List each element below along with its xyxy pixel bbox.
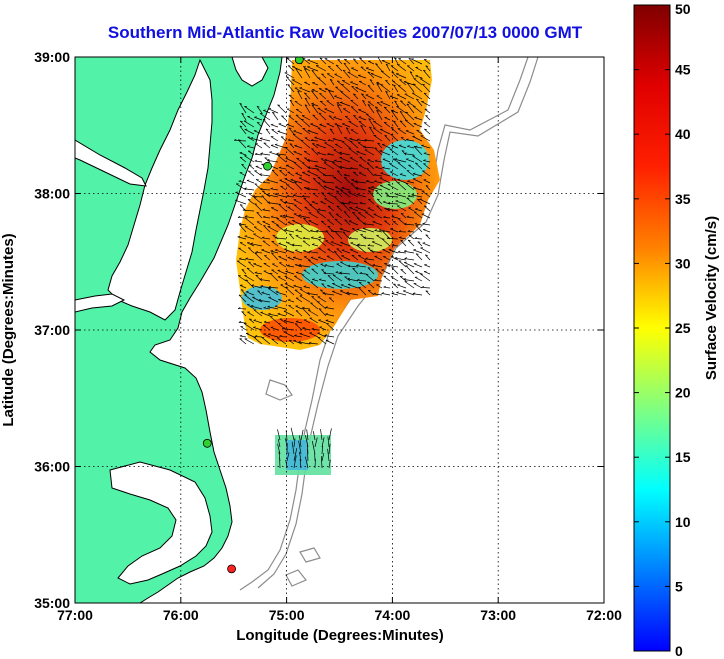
radar-station-marker — [294, 57, 304, 65]
colorbar-tick-label: 25 — [675, 320, 691, 336]
potomac-river — [75, 139, 147, 187]
delaware-bay — [231, 57, 269, 87]
colorbar-tick-label: 50 — [675, 1, 691, 17]
colorbar-tick-label: 0 — [675, 643, 683, 659]
map-title: Southern Mid-Atlantic Raw Velocities 200… — [108, 23, 583, 42]
radar-station-marker — [202, 438, 212, 448]
colorbar-label: Surface Velocity (cm/s) — [703, 216, 720, 380]
x-tick-label: 75:00 — [269, 607, 305, 623]
radar-station-marker — [227, 564, 236, 574]
colorbar-tick-label: 5 — [675, 578, 683, 594]
chesapeake-bay — [107, 58, 213, 321]
radar-station-marker — [263, 161, 272, 171]
velocity-vectors — [233, 57, 431, 469]
colorbar-tick-label: 15 — [675, 449, 691, 465]
y-tick-label: 39:00 — [34, 49, 70, 65]
y-tick-label: 37:00 — [34, 322, 70, 338]
colorbar-tick-label: 45 — [675, 62, 691, 78]
x-tick-label: 72:00 — [586, 607, 622, 623]
y-tick-label: 35:00 — [34, 595, 70, 611]
x-tick-label: 76:00 — [163, 607, 199, 623]
colorbar: 0 5 10 15 20 25 30 35 40 45 50 Surface Velocity (c… — [633, 1, 720, 659]
colorbar-tick-label: 30 — [675, 255, 691, 271]
colorbar-tick-label: 10 — [675, 514, 691, 530]
colorbar-tick-label: 35 — [675, 191, 691, 207]
y-tick-label: 36:00 — [34, 459, 70, 475]
radar-stations — [202, 57, 304, 574]
colorbar-tick-label: 20 — [675, 385, 691, 401]
colorbar-tick-label: 40 — [675, 126, 691, 142]
pamlico-sound — [109, 461, 213, 585]
x-tick-label: 77:00 — [57, 607, 93, 623]
plot-area: 77:00 76:00 75:00 74:00 73:00 72:00 39:00 38:00… — [34, 49, 622, 623]
y-axis-label: Latitude (Degrees:Minutes) — [0, 233, 17, 426]
x-tick-label: 73:00 — [480, 607, 516, 623]
axis-ticks: 77:00 76:00 75:00 74:00 73:00 72:00 39:00 38:00… — [34, 49, 622, 623]
james-river — [75, 293, 126, 313]
y-tick-label: 38:00 — [34, 186, 70, 202]
x-axis-label: Longitude (Degrees:Minutes) — [236, 627, 444, 644]
grid-lines — [75, 57, 604, 603]
x-tick-label: 74:00 — [374, 607, 410, 623]
colorbar-gradient — [633, 4, 671, 652]
